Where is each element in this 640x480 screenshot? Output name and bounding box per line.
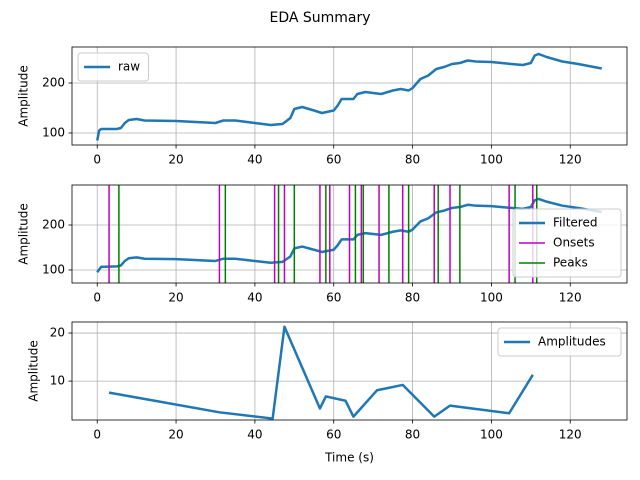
x-tick-label: 100 — [480, 153, 503, 167]
y-tick-label: 100 — [42, 262, 65, 276]
x-tick-label: 20 — [168, 428, 183, 442]
x-tick-label: 60 — [326, 428, 341, 442]
x-tick-label: 0 — [93, 291, 101, 305]
line-series — [108, 325, 534, 420]
x-tick-label: 80 — [405, 428, 420, 442]
subplot: 0 20 40 60 80 100 120 100 200 Amplitude raw — [17, 46, 628, 167]
line-series — [96, 52, 603, 141]
y-tick-label: 20 — [50, 326, 65, 340]
y-tick-label: 200 — [42, 76, 65, 90]
plot-area — [96, 52, 603, 141]
legend: Amplitudes — [497, 327, 622, 357]
x-tick-label: 0 — [93, 153, 101, 167]
x-tick-label: 40 — [247, 153, 262, 167]
y-tick-label: 10 — [50, 374, 65, 388]
x-tick-label: 40 — [247, 428, 262, 442]
x-tick-label: 100 — [480, 291, 503, 305]
legend: raw — [77, 52, 149, 82]
x-tick-label: 0 — [93, 428, 101, 442]
y-axis-label: Amplitude — [17, 203, 31, 265]
legend-box — [512, 208, 622, 278]
axes-frame — [71, 321, 628, 421]
legend-label: Peaks — [553, 256, 588, 270]
x-tick-label: 80 — [405, 291, 420, 305]
subplot: 0 20 40 60 80 100 120 10 20 Amplitude Time (s) Ampl… — [27, 321, 628, 465]
legend-label: Filtered — [553, 216, 597, 230]
x-tick-label: 40 — [247, 291, 262, 305]
legend-box — [77, 52, 149, 82]
x-tick-label: 80 — [405, 153, 420, 167]
figure-title: EDA Summary — [269, 10, 370, 26]
x-tick-label: 20 — [168, 153, 183, 167]
legend-label: Onsets — [553, 236, 595, 250]
subplot: 0 20 40 60 80 100 120 100 200 Amplitude Filtered On… — [17, 184, 628, 305]
plot-area — [108, 325, 534, 420]
y-axis-label: Amplitude — [27, 340, 41, 402]
legend: Filtered Onsets Peaks — [512, 208, 622, 278]
x-tick-label: 60 — [326, 291, 341, 305]
axes-frame — [71, 184, 628, 284]
y-axis-label: Amplitude — [17, 65, 31, 127]
y-tick-label: 100 — [42, 126, 65, 140]
legend-label: Amplitudes — [538, 335, 606, 349]
legend-label: raw — [118, 60, 140, 74]
x-tick-label: 120 — [559, 153, 582, 167]
y-tick-label: 200 — [42, 218, 65, 232]
x-tick-label: 20 — [168, 291, 183, 305]
axes-frame — [71, 46, 628, 146]
x-tick-label: 100 — [480, 428, 503, 442]
legend-box — [497, 327, 622, 357]
x-tick-label: 120 — [559, 291, 582, 305]
x-tick-label: 120 — [559, 428, 582, 442]
x-axis-label: Time (s) — [324, 451, 374, 465]
x-tick-label: 60 — [326, 153, 341, 167]
